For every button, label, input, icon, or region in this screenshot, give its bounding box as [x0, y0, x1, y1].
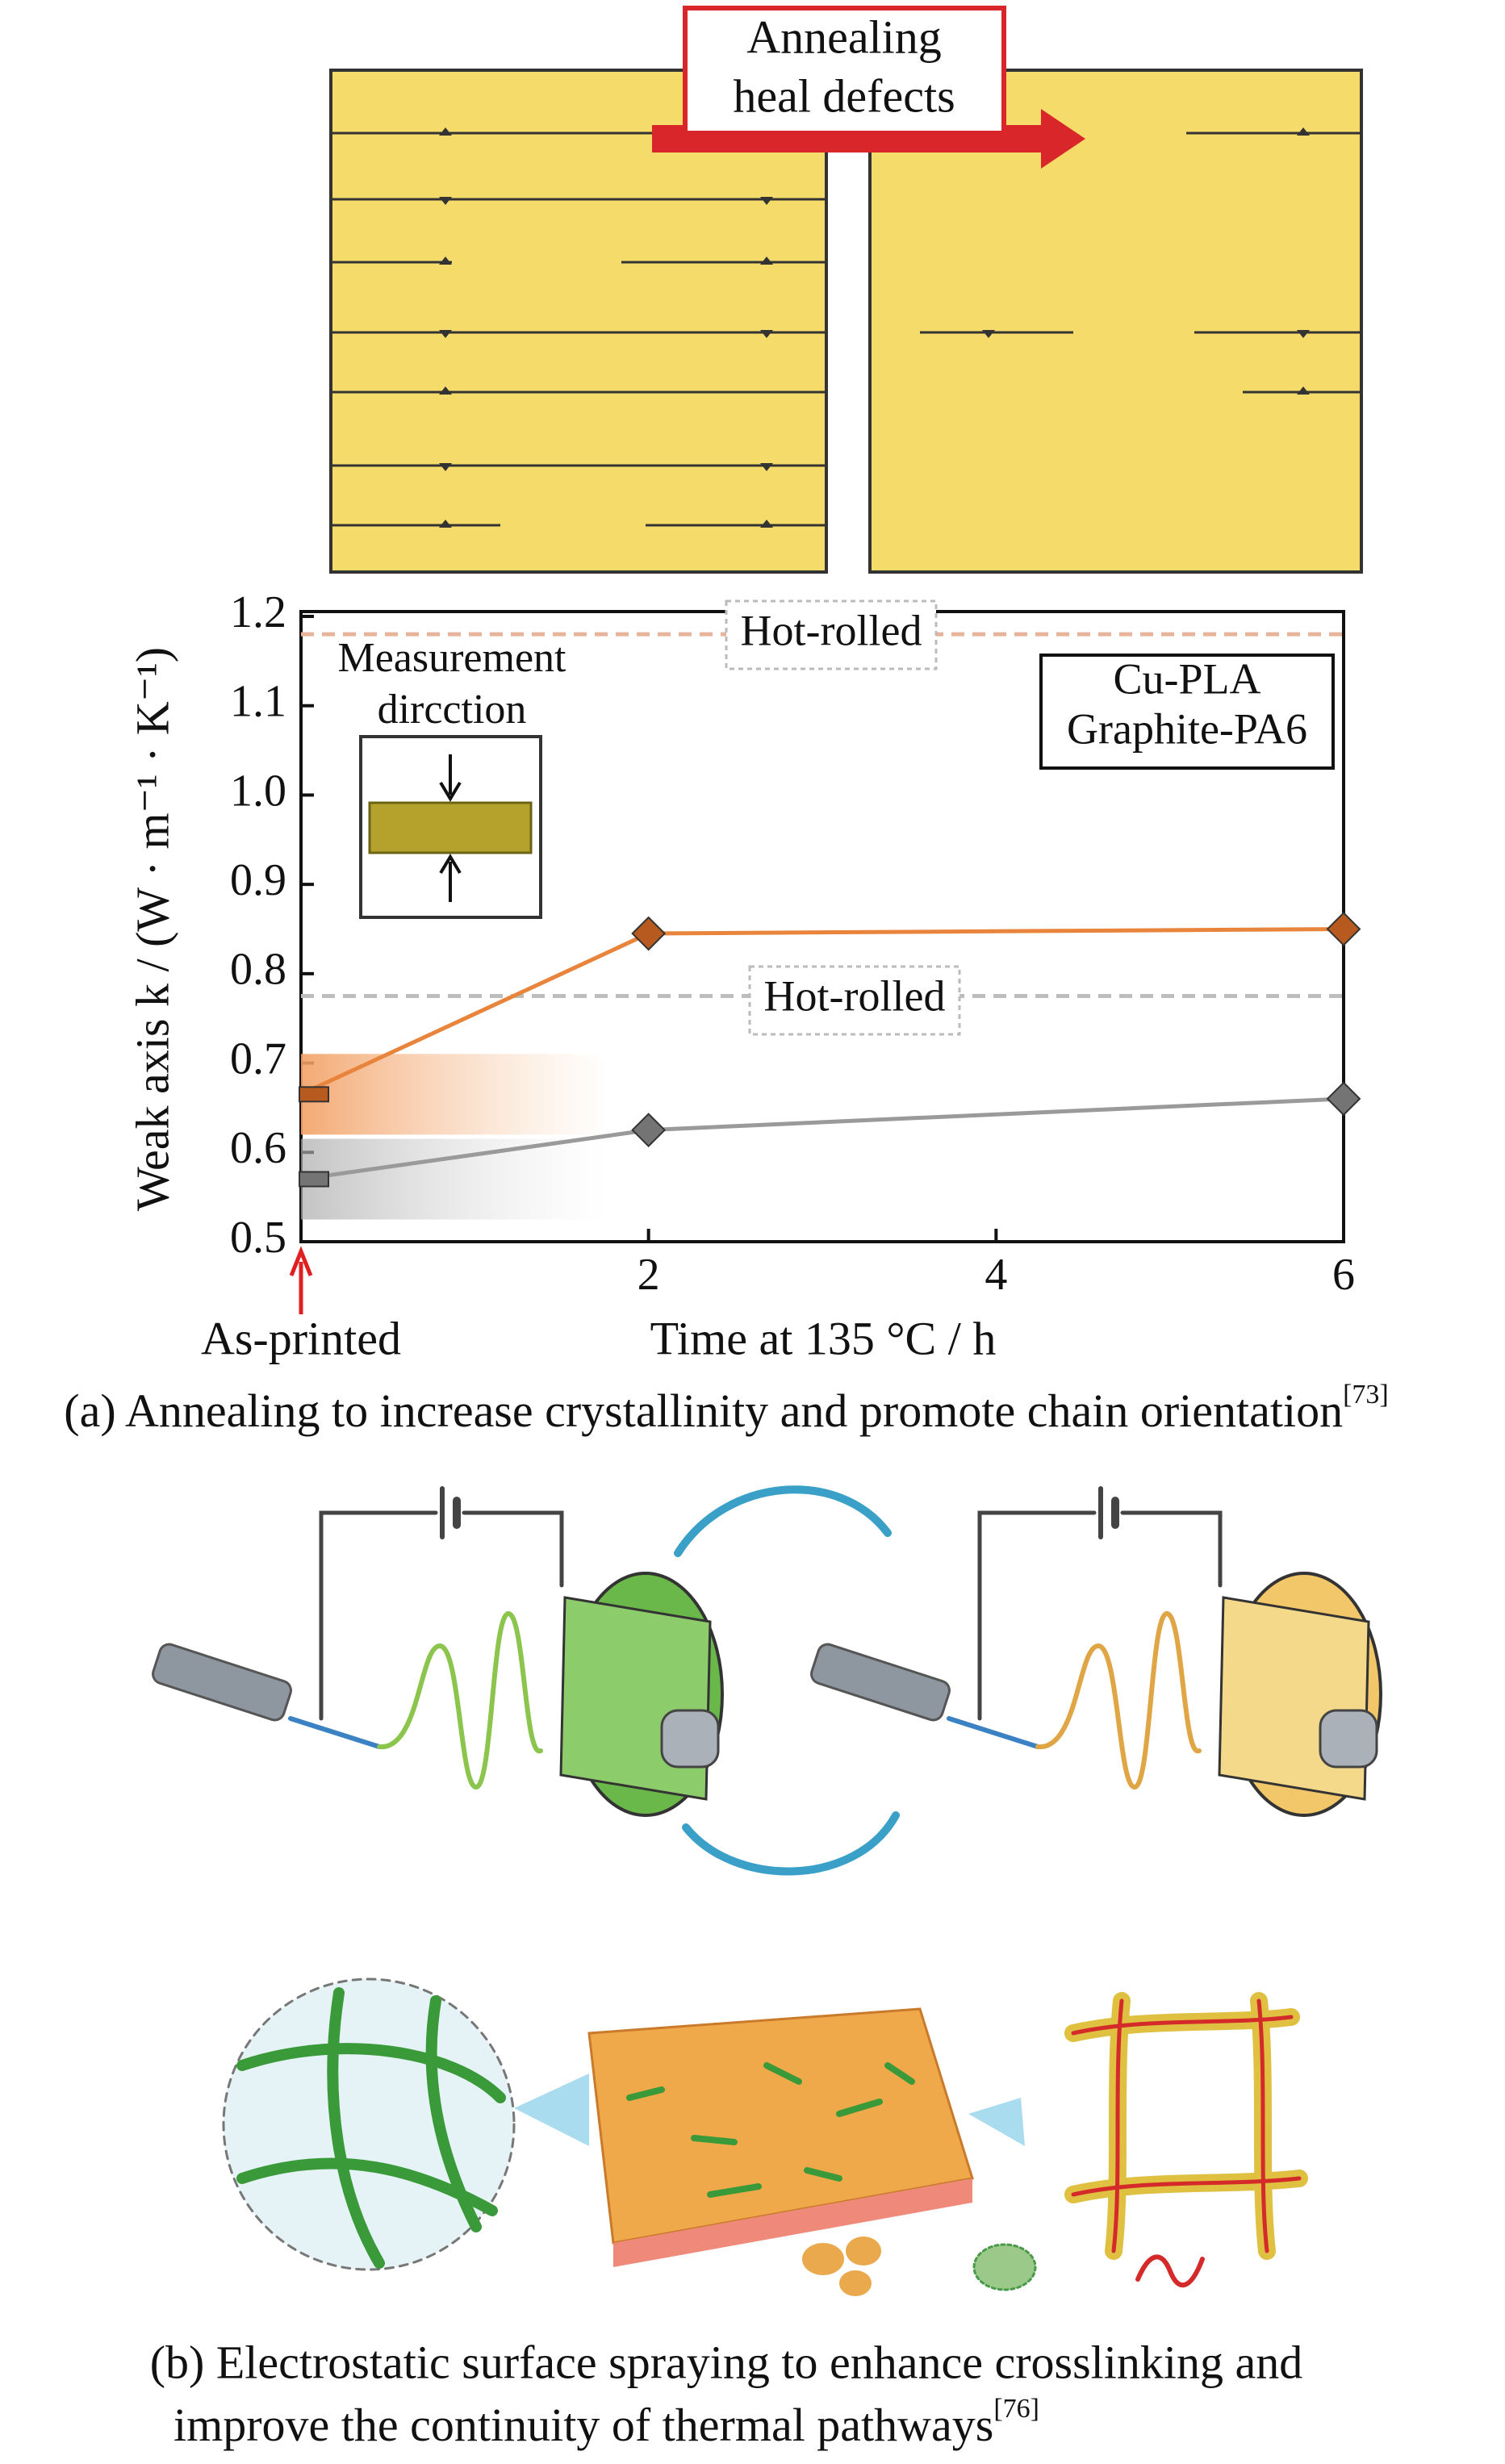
legend-entry: Cu-PLA [1113, 654, 1260, 703]
legend-entry: Graphite-PA6 [1067, 704, 1307, 753]
inset-arrows [439, 754, 462, 902]
marker [631, 916, 667, 951]
legend-box [1039, 654, 1335, 770]
reference-label-box [748, 965, 961, 1036]
reference-label-box [725, 599, 938, 670]
x-axis-label: Time at 135 °C / h [650, 1312, 997, 1364]
caption-ref: [76] [993, 2394, 1039, 2424]
as-printed-arrow [289, 1246, 313, 1314]
marker [1326, 1081, 1361, 1117]
x-tick-label: 2 [638, 1250, 660, 1300]
annealing-diagram: Annealing heal defects [329, 6, 1363, 574]
defect-lines [331, 132, 1361, 527]
caption-a: (a) Annealing to increase crystallinity … [64, 1380, 1388, 1438]
y-tick-label: 1.2 [230, 587, 286, 637]
arrow-label: heal defects [733, 69, 955, 122]
marker [299, 1171, 329, 1188]
fibers [236, 1987, 506, 2269]
x-tick-label: 6 [1332, 1250, 1355, 1300]
lattice-path [1071, 1998, 1302, 2253]
setup-left [152, 1486, 724, 1817]
as-printed-band [301, 1138, 608, 1220]
arrow-label: Annealing [746, 10, 942, 63]
defect-markers [439, 127, 1310, 528]
inset-sample [368, 801, 533, 854]
y-axis-label: Weak axis k / (W · m⁻¹ · K⁻¹) [126, 647, 178, 1211]
caption-b: improve the continuity of thermal pathwa… [173, 2394, 1039, 2452]
as-printed-band [301, 1054, 608, 1135]
caption-ref: [73] [1343, 1380, 1389, 1409]
caption-b: (b) Electrostatic surface spraying to en… [150, 2336, 1303, 2388]
reference-label: Hot-rolled [741, 606, 922, 654]
slab-edge [613, 2178, 972, 2267]
y-tick-label: 1.0 [230, 766, 286, 816]
marker [1326, 912, 1361, 946]
inset-label: dircction [378, 687, 527, 733]
x-tick-label: 4 [985, 1250, 1007, 1300]
y-tick-label: 0.9 [230, 855, 286, 905]
reference-label: Hot-rolled [764, 971, 946, 1020]
arrow-label-box [683, 6, 1006, 136]
y-tick-label: 0.8 [230, 945, 286, 995]
cycle-arrow [682, 1811, 900, 1876]
zoom-cone [968, 2098, 1025, 2146]
y-tick-label: 0.7 [230, 1034, 286, 1084]
spraying-illustration [152, 1485, 1382, 2296]
y-tick-label: 1.1 [230, 677, 286, 727]
annealed-block [868, 69, 1363, 574]
y-tick-label: 0.5 [230, 1213, 286, 1263]
as-printed-block [329, 69, 828, 574]
as-printed-label: As-printed [201, 1312, 401, 1364]
legend-icons [802, 2236, 1205, 2296]
arrow [652, 109, 1085, 169]
chart: Hot-rolled Hot-rolled 0.5 0.6 0.7 0.8 0.9 1.0 1.… [126, 587, 1361, 1364]
cycle-arrow [674, 1485, 892, 1557]
zoom-cone [514, 2074, 589, 2146]
inset-label: Measurement [337, 635, 566, 681]
y-tick-label: 0.6 [230, 1123, 286, 1173]
setup-right [810, 1486, 1382, 1817]
marker [299, 1086, 329, 1103]
slab-fibers [626, 2062, 915, 2198]
caption-text: improve the continuity of thermal pathwa… [173, 2399, 993, 2451]
marker [631, 1113, 667, 1148]
caption-text: (a) Annealing to increase crystallinity … [64, 1384, 1343, 1437]
